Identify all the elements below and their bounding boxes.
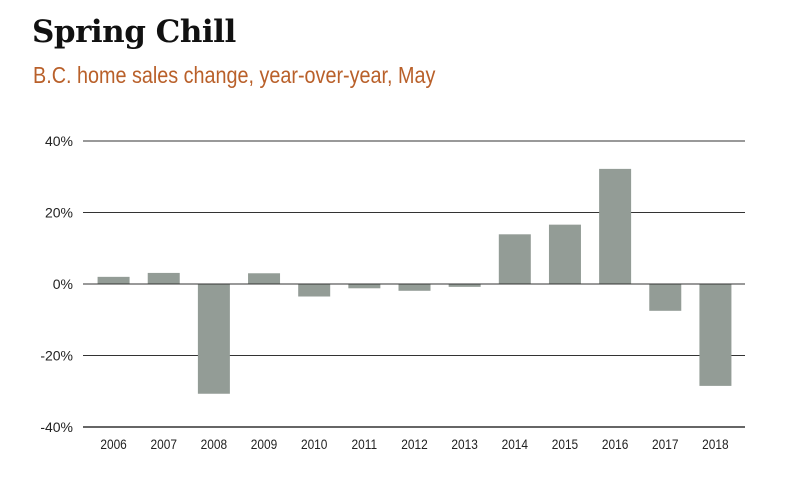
bar-2010 xyxy=(298,284,331,297)
y-tick-label: -20% xyxy=(40,348,73,364)
chart-title: Spring Chill xyxy=(32,14,236,50)
bar-2016 xyxy=(599,168,632,284)
y-tick-label: 40% xyxy=(45,133,73,149)
bar-2017 xyxy=(649,284,682,311)
x-tick-label: 2014 xyxy=(502,436,528,452)
y-tick-label: 20% xyxy=(45,205,73,221)
bar-2009 xyxy=(248,273,281,284)
x-tick-label: 2017 xyxy=(652,436,678,452)
x-tick-label: 2011 xyxy=(352,436,378,452)
bar-2015 xyxy=(548,224,581,284)
x-tick-label: 2007 xyxy=(151,436,177,452)
x-tick-label: 2012 xyxy=(401,436,427,452)
bar-2014 xyxy=(498,234,531,284)
x-tick-label: 2015 xyxy=(552,436,578,452)
bar-2013 xyxy=(448,284,481,287)
y-tick-label: 0% xyxy=(53,276,73,292)
bar-2018 xyxy=(699,284,732,386)
bar-2006 xyxy=(97,276,130,284)
bar-2008 xyxy=(197,284,230,394)
chart-subtitle: B.C. home sales change, year-over-year, … xyxy=(33,62,436,88)
x-tick-label: 2010 xyxy=(301,436,327,452)
bar-2012 xyxy=(398,284,431,291)
bar-2011 xyxy=(348,284,381,289)
x-tick-label: 2009 xyxy=(251,436,277,452)
x-tick-label: 2018 xyxy=(702,436,728,452)
bar-2007 xyxy=(147,272,180,284)
x-tick-label: 2008 xyxy=(201,436,227,452)
x-tick-label: 2016 xyxy=(602,436,628,452)
x-tick-label: 2013 xyxy=(451,436,477,452)
y-tick-label: -40% xyxy=(40,419,73,435)
x-tick-label: 2006 xyxy=(100,436,126,452)
